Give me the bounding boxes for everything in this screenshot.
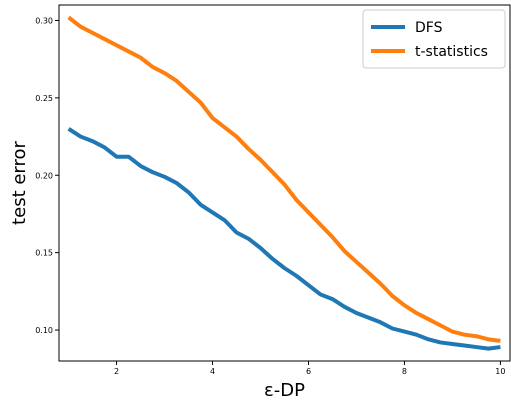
series-lines	[67, 15, 501, 351]
x-tick-label: 8	[402, 367, 407, 376]
legend-label: t-statistics	[415, 44, 488, 60]
y-axis-ticks: 0.10 0.15 0.20 0.25 0.30	[35, 16, 59, 335]
legend-label: DFS	[415, 20, 443, 36]
legend: DFS t-statistics	[362, 9, 506, 69]
x-axis-label: ε-DP	[264, 380, 305, 401]
plot-frame	[58, 4, 511, 362]
y-tick-label: 0.15	[35, 249, 53, 258]
series-line-t-statistics	[67, 15, 501, 343]
y-tick-label: 0.25	[35, 94, 53, 103]
y-axis-label: test error	[9, 140, 30, 224]
y-tick-label: 0.20	[35, 171, 53, 180]
legend-box	[362, 9, 506, 69]
x-tick-label: 2	[114, 367, 119, 376]
y-tick-label: 0.10	[35, 326, 53, 335]
series-line-dfs	[67, 127, 501, 351]
x-tick-label: 4	[210, 367, 215, 376]
x-axis-ticks: 2 4 6 8 10	[114, 361, 505, 376]
y-tick-label: 0.30	[35, 16, 53, 25]
x-tick-label: 10	[495, 367, 505, 376]
x-tick-label: 6	[306, 367, 311, 376]
